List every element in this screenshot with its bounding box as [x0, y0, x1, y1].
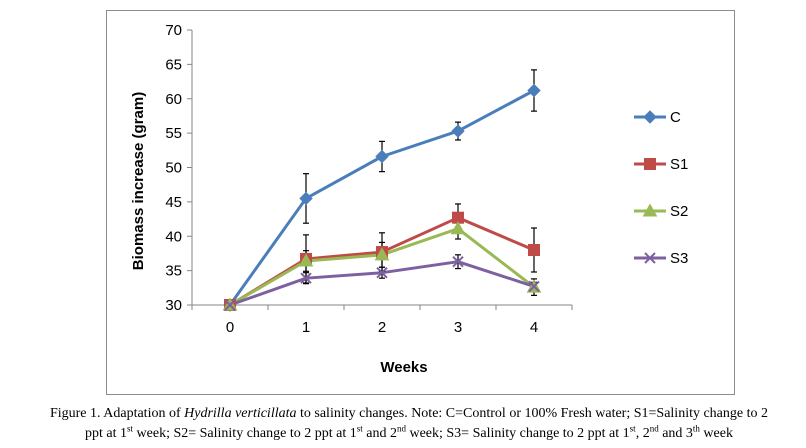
- y-tick-label: 70: [165, 22, 182, 39]
- axes: 30 35 40 45 50 55 60 65 70 0 1 2 3 4: [165, 22, 573, 336]
- caption-sup: st: [127, 423, 134, 434]
- caption-figure-label: Figure 1. Adaptation of: [49, 406, 185, 421]
- caption-line1-rest: to salinity changes. Note: C=Control or …: [296, 406, 769, 421]
- data-point-s2: [374, 247, 390, 261]
- data-point-s3-stroke: [300, 272, 312, 284]
- data-point-s2: [450, 221, 466, 235]
- legend-marker-s3: [644, 252, 656, 264]
- legend-marker-s1: [644, 158, 656, 170]
- y-tick-label: 35: [165, 263, 182, 280]
- data-point-s3-stroke: [452, 255, 464, 268]
- caption-line-1: Figure 1. Adaptation of Hydrilla vertici…: [18, 404, 800, 424]
- x-tick-label: 3: [454, 319, 462, 336]
- y-tick-label: 55: [165, 125, 182, 142]
- y-tick-label: 50: [165, 160, 182, 177]
- data-point-s1: [528, 244, 540, 256]
- data-point-s3: [224, 299, 236, 311]
- legend-marker-s3-stroke: [644, 252, 656, 264]
- data-point-s3-stroke: [224, 299, 236, 311]
- data-point-s3: [528, 280, 540, 293]
- caption-text: and 3: [658, 426, 693, 441]
- caption-sup: nd: [649, 423, 659, 434]
- y-tick-label: 40: [165, 228, 182, 245]
- caption-text: week: [699, 426, 733, 441]
- y-tick-label: 60: [165, 91, 182, 108]
- data-point-s2: [298, 253, 314, 267]
- data-point-c: [375, 149, 389, 164]
- series-layer: [222, 69, 542, 312]
- x-tick-label: 0: [226, 319, 234, 336]
- data-point-s3: [300, 272, 312, 284]
- y-tick-label: 65: [165, 56, 182, 73]
- caption-line-2: ppt at 1st week; S2= Salinity change to …: [18, 424, 800, 444]
- legend-label-s2: S2: [670, 203, 688, 220]
- y-axis-title: Biomass increase (gram): [130, 92, 147, 270]
- caption-text: , 2: [635, 426, 650, 441]
- x-tick-label: 2: [378, 319, 386, 336]
- data-point-s3: [376, 266, 388, 279]
- legend-label-s1: S1: [670, 156, 688, 173]
- data-point-c: [527, 83, 541, 98]
- x-tick-label: 4: [530, 319, 538, 336]
- caption-text: ppt at 1: [85, 426, 128, 441]
- y-tick-label: 30: [165, 297, 182, 314]
- data-point-s3: [452, 255, 464, 268]
- data-point-c: [451, 124, 465, 138]
- legend-marker-c: [643, 110, 657, 124]
- data-point-c: [299, 191, 313, 206]
- chart-area: 30 35 40 45 50 55 60 65 70 0 1 2 3 4 C S1 S2 S3 Biomass …: [106, 10, 735, 395]
- caption-sup: th: [692, 423, 700, 434]
- legend: C S1 S2 S3: [634, 109, 688, 267]
- figure-caption: Figure 1. Adaptation of Hydrilla vertici…: [18, 404, 800, 444]
- caption-text: week; S3= Salinity change to 2 ppt at 1: [405, 426, 630, 441]
- chart-svg: 30 35 40 45 50 55 60 65 70 0 1 2 3 4 C S1 S2 S3 Biomass …: [130, 22, 688, 376]
- legend-label-s3: S3: [670, 250, 688, 267]
- legend-label-c: C: [670, 109, 681, 126]
- caption-text: week; S2= Salinity change to 2 ppt at 1: [133, 426, 357, 441]
- x-axis-title: Weeks: [380, 359, 427, 376]
- caption-sup: st: [629, 423, 636, 434]
- data-point-s3-stroke: [528, 280, 540, 293]
- caption-sup: nd: [396, 423, 406, 434]
- y-tick-label: 45: [165, 194, 182, 211]
- caption-species: Hydrilla verticillata: [184, 406, 297, 421]
- x-tick-label: 1: [302, 319, 310, 336]
- data-point-s3-stroke: [376, 266, 388, 279]
- caption-text: and 2: [362, 426, 397, 441]
- legend-marker-s2: [642, 203, 658, 217]
- caption-sup: st: [356, 423, 363, 434]
